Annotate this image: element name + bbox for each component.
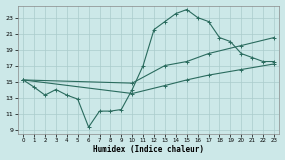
X-axis label: Humidex (Indice chaleur): Humidex (Indice chaleur) bbox=[93, 145, 204, 154]
